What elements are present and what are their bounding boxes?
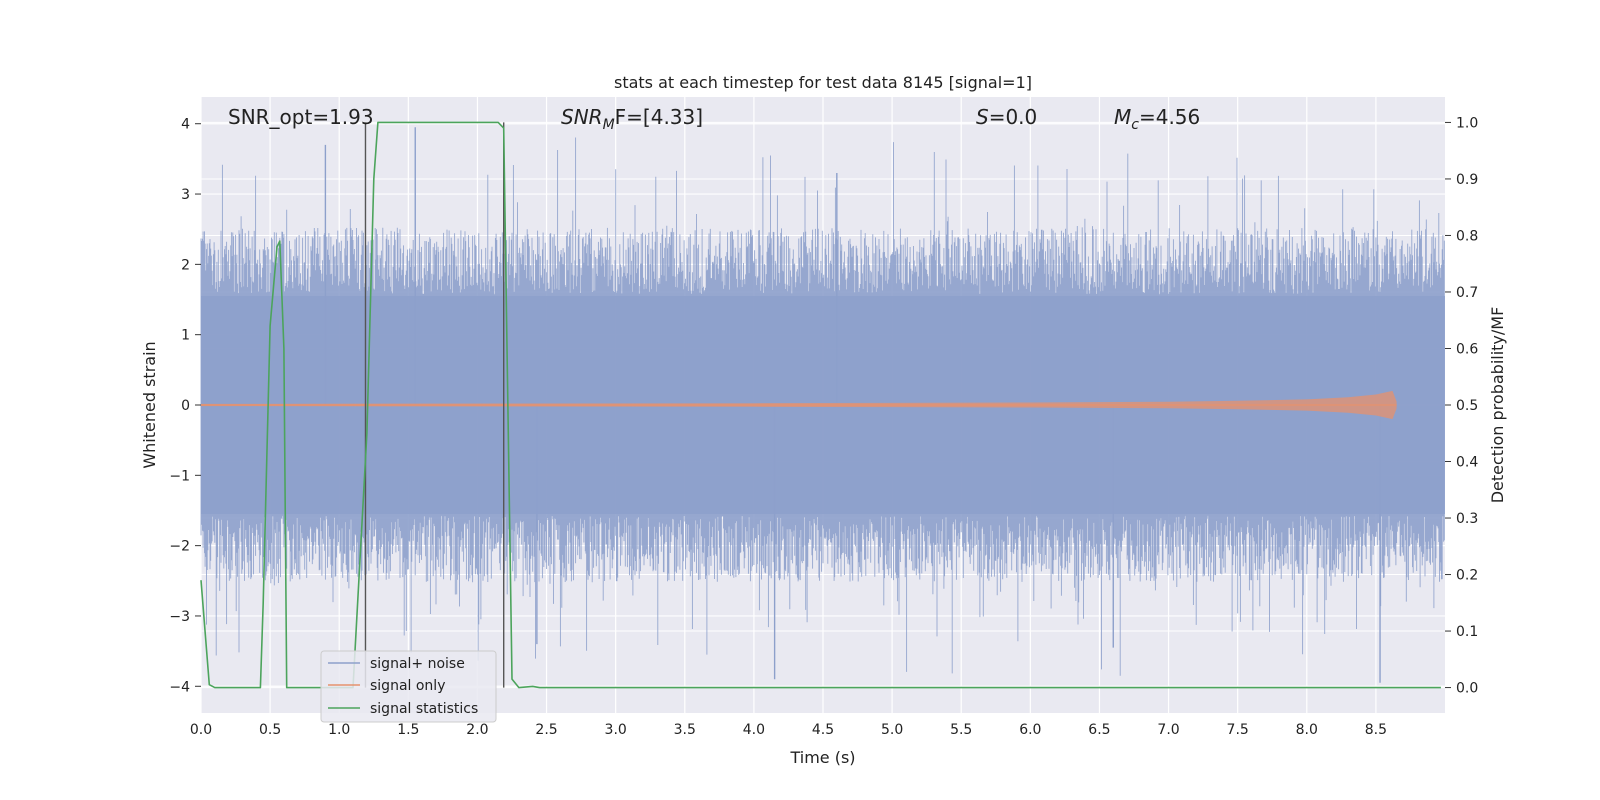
legend-label-signal: signal only bbox=[370, 678, 445, 694]
legend-box bbox=[320, 650, 497, 723]
x-tick-label: 2.5 bbox=[535, 722, 557, 738]
x-tick-label: 1.0 bbox=[328, 722, 350, 738]
y-left-axis-label: Whitened strain bbox=[140, 341, 159, 468]
annotation-mc-sub: c bbox=[1131, 117, 1139, 133]
annotation-s: S=0.0 bbox=[976, 105, 1037, 129]
x-tick-label: 1.5 bbox=[397, 722, 419, 738]
x-tick-label: 3.5 bbox=[674, 722, 696, 738]
y-right-axis-ticks: 1.0 0.9 0.8 0.7 0.6 0.5 0.4 0.3 0.2 0.1 0.0 bbox=[1445, 115, 1478, 697]
y-right-axis-label: Detection probability/MF bbox=[1488, 307, 1507, 504]
y-right-tick-label: 0.0 bbox=[1456, 681, 1478, 697]
y-left-tick-label: 0 bbox=[181, 398, 190, 414]
x-tick-label: 3.0 bbox=[605, 722, 627, 738]
y-left-tick-label: 3 bbox=[181, 187, 190, 203]
x-tick-label: 6.0 bbox=[1019, 722, 1041, 738]
x-axis-ticks: 0.0 0.5 1.0 1.5 2.0 2.5 3.0 3.5 4.0 4.5 5.0 5.5 6.0 6… bbox=[190, 722, 1387, 738]
y-left-axis-ticks: 4 3 2 1 0 −1 −2 −3 −4 bbox=[169, 117, 201, 695]
y-right-tick-label: 0.3 bbox=[1456, 511, 1478, 527]
y-right-tick-label: 0.4 bbox=[1456, 455, 1478, 471]
y-left-tick-label: −3 bbox=[169, 609, 190, 625]
legend-label-noise: signal+ noise bbox=[370, 656, 465, 672]
y-left-tick-label: −4 bbox=[169, 679, 190, 695]
annotation-mc-tail: =4.56 bbox=[1139, 105, 1200, 129]
annotation-snr-mf-main: SNR bbox=[561, 105, 603, 129]
x-tick-label: 5.5 bbox=[950, 722, 972, 738]
legend: signal+ noise signal only signal statist… bbox=[320, 650, 497, 723]
annotation-s-tail: =0.0 bbox=[989, 105, 1038, 129]
x-tick-label: 0.5 bbox=[259, 722, 281, 738]
x-axis-label: Time (s) bbox=[789, 748, 855, 767]
annotation-snr-mf-tail: F=[4.33] bbox=[615, 105, 703, 129]
y-right-tick-label: 0.7 bbox=[1456, 285, 1478, 301]
legend-label-statistics: signal statistics bbox=[370, 701, 478, 717]
y-right-tick-label: 0.6 bbox=[1456, 341, 1478, 357]
y-left-tick-label: −1 bbox=[169, 468, 190, 484]
x-tick-label: 2.0 bbox=[466, 722, 488, 738]
annotation-snr-mf-sub: M bbox=[603, 117, 615, 133]
y-left-tick-label: −2 bbox=[169, 539, 190, 555]
x-tick-label: 7.5 bbox=[1227, 722, 1249, 738]
annotation-s-main: S bbox=[976, 105, 989, 129]
annotation-snr-opt: SNR_opt=1.93 bbox=[228, 105, 374, 129]
y-right-tick-label: 0.2 bbox=[1456, 568, 1478, 584]
y-left-tick-label: 4 bbox=[181, 117, 190, 133]
y-left-tick-label: 1 bbox=[181, 328, 190, 344]
annotation-snr-mf: SNRMF=[4.33] bbox=[561, 105, 703, 133]
x-tick-label: 5.0 bbox=[881, 722, 903, 738]
y-left-tick-label: 2 bbox=[181, 257, 190, 273]
x-tick-label: 8.0 bbox=[1296, 722, 1318, 738]
y-right-tick-label: 0.1 bbox=[1456, 624, 1478, 640]
x-tick-label: 4.0 bbox=[743, 722, 765, 738]
y-right-tick-label: 1.0 bbox=[1456, 115, 1478, 131]
x-tick-label: 7.0 bbox=[1157, 722, 1179, 738]
x-tick-label: 0.0 bbox=[190, 722, 212, 738]
y-right-tick-label: 0.9 bbox=[1456, 172, 1478, 188]
x-tick-label: 8.5 bbox=[1365, 722, 1387, 738]
x-tick-label: 6.5 bbox=[1088, 722, 1110, 738]
annotation-mc: Mc=4.56 bbox=[1114, 105, 1200, 133]
y-right-tick-label: 0.8 bbox=[1456, 228, 1478, 244]
x-tick-label: 4.5 bbox=[812, 722, 834, 738]
y-right-tick-label: 0.5 bbox=[1456, 398, 1478, 414]
vertical-markers bbox=[364, 122, 505, 688]
annotation-mc-main: M bbox=[1114, 105, 1131, 129]
chart-title: stats at each timestep for test data 814… bbox=[614, 73, 1032, 92]
